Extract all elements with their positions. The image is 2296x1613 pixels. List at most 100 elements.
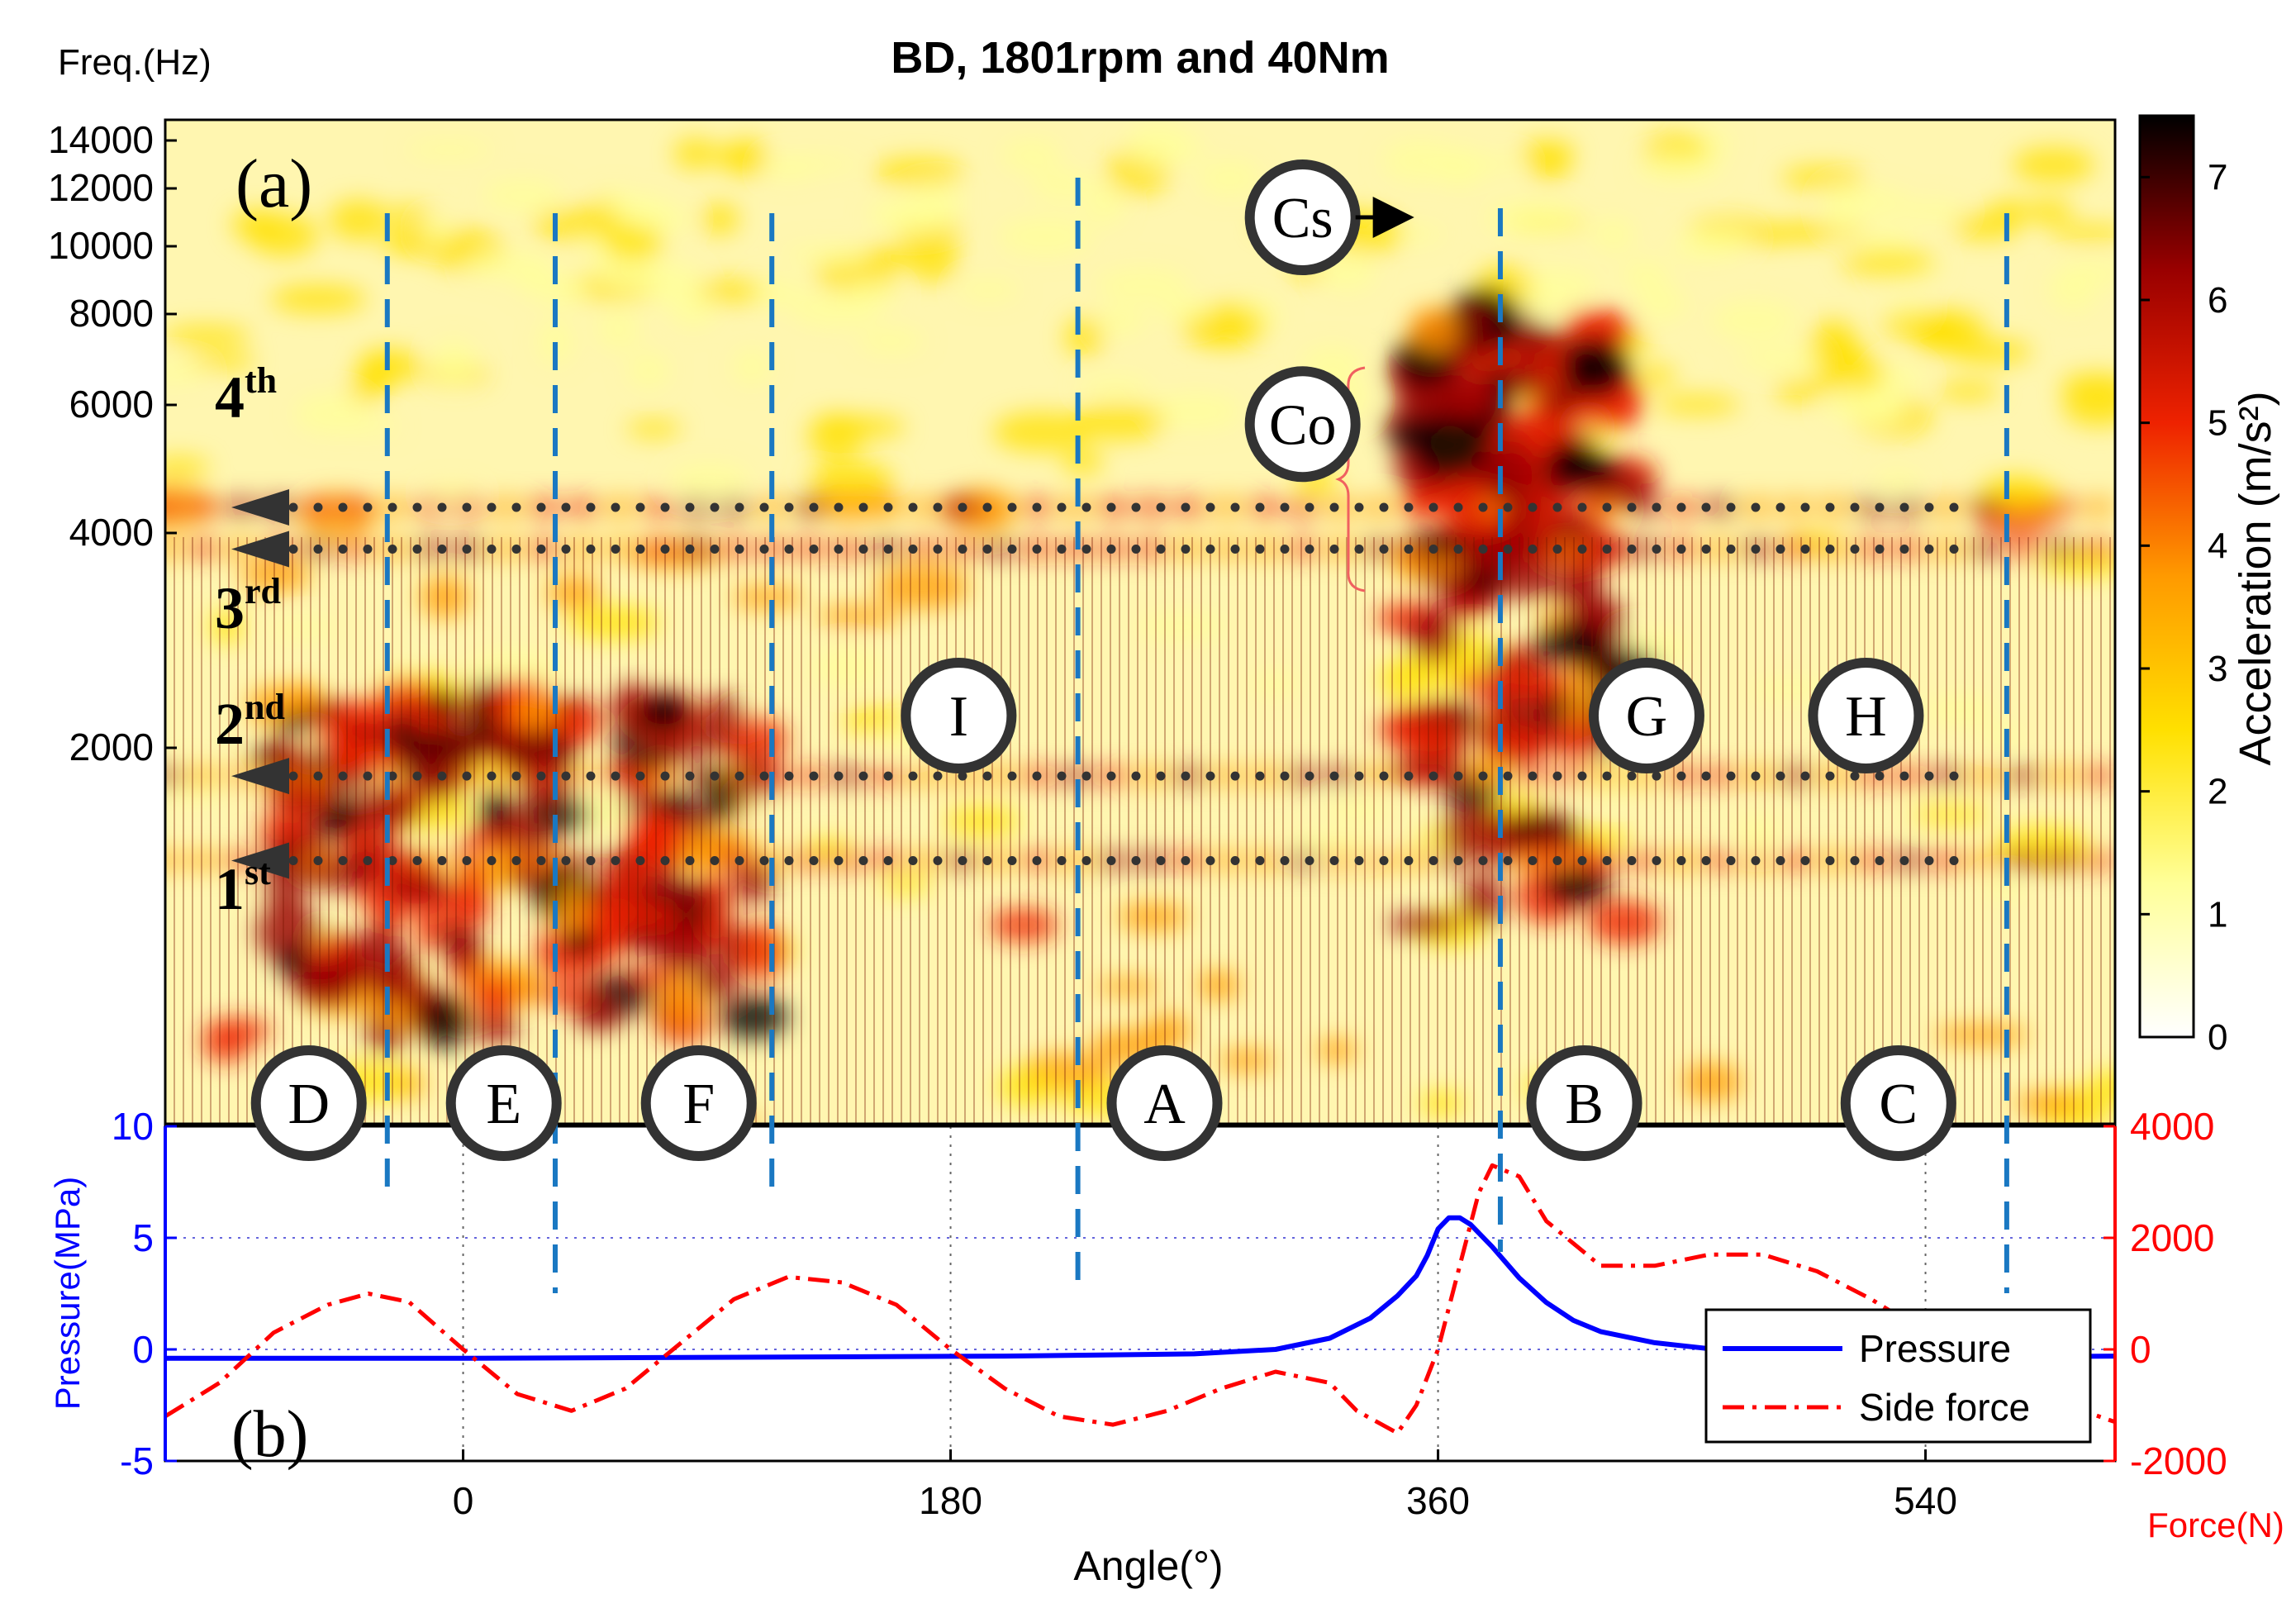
heat-patch <box>1637 365 1676 386</box>
heat-band <box>1549 537 1586 561</box>
heat-band <box>488 496 525 519</box>
heat-patch <box>858 328 925 354</box>
marker-h: H <box>1808 658 1924 773</box>
heat-band <box>2004 849 2042 873</box>
heat-patch-hot <box>562 929 597 956</box>
heat-band <box>1966 537 2004 561</box>
heat-band <box>1701 537 1738 561</box>
heat-patch <box>165 325 251 347</box>
marker-circle <box>1808 658 1924 773</box>
heat-band <box>2042 537 2080 561</box>
order-label: 2nd <box>215 687 285 757</box>
heat-band <box>1133 849 1170 873</box>
heat-patch <box>1484 200 1582 236</box>
heat-band <box>1890 496 1928 519</box>
x-tick-label: 540 <box>1894 1479 1957 1522</box>
x-axis-label: Angle(°) <box>1073 1543 1223 1589</box>
heat-patch-hot <box>406 708 459 735</box>
marker-circle <box>901 658 1017 773</box>
heat-patch-hot <box>1546 453 1623 486</box>
heat-band <box>488 537 525 561</box>
frequency-tick-label: 12000 <box>48 166 154 209</box>
heat-patch <box>1911 319 1961 354</box>
marker-label: Co <box>1269 393 1337 457</box>
heat-band <box>981 496 1018 519</box>
heat-patch <box>1419 1091 1464 1116</box>
colorbar-ticks: 0 1 2 3 4 5 6 7 <box>2140 157 2227 1058</box>
heat-patch <box>2012 147 2095 183</box>
heat-patch-hot <box>677 879 710 910</box>
heat-band <box>1284 849 1321 873</box>
heat-band <box>1853 496 1890 519</box>
heat-patch-hot <box>474 977 515 1019</box>
heat-band <box>1549 496 1586 519</box>
heat-band <box>2042 496 2080 519</box>
heat-band <box>1057 849 1094 873</box>
heat-patch <box>1810 319 1857 364</box>
heat-band <box>677 537 715 561</box>
marker-circle <box>1840 1045 1956 1161</box>
heat-patch <box>1197 160 1262 197</box>
left-y-tick-label: 10 <box>112 1105 154 1148</box>
marker-circle <box>1526 1045 1642 1161</box>
heat-patch <box>1520 294 1571 317</box>
heat-patch-hot <box>620 922 673 955</box>
heat-band <box>1360 537 1397 561</box>
frequency-tick-label: 4000 <box>69 511 154 554</box>
heat-band <box>2080 496 2115 519</box>
heat-patch-hot <box>458 863 489 921</box>
heat-band <box>1625 496 1662 519</box>
colorbar-label: Acceleration (m/s²) <box>2231 391 2280 765</box>
heat-patch <box>1836 391 1870 414</box>
heat-band <box>1777 764 1814 788</box>
heat-patch <box>421 218 455 244</box>
heat-band <box>677 849 715 873</box>
heat-patch-hot <box>304 956 359 979</box>
heat-patch-hot <box>384 873 453 903</box>
heat-patch-hot <box>1386 912 1461 936</box>
heat-patch-hot <box>1457 304 1495 338</box>
marker-label: B <box>1565 1073 1604 1136</box>
order-arrow-icon <box>231 842 289 879</box>
heat-patch <box>1621 260 1669 291</box>
heat-band <box>677 496 715 519</box>
heat-patch <box>1096 269 1190 302</box>
marker-circle <box>250 1045 367 1161</box>
heat-patch <box>1781 165 1866 190</box>
heat-band <box>1928 496 1966 519</box>
marker-label: Cs <box>1272 187 1333 250</box>
heat-patch-hot <box>1465 571 1501 592</box>
marker-g: G <box>1588 658 1704 773</box>
event-markers: Cs Co I G H D E F A B C <box>250 159 1956 1161</box>
heat-patch <box>1927 696 1994 726</box>
heat-band <box>601 764 639 788</box>
heat-band <box>563 496 601 519</box>
heat-band <box>1208 849 1245 873</box>
heat-patch <box>514 259 555 297</box>
heat-patch <box>601 261 701 293</box>
heat-band <box>2080 764 2115 788</box>
heat-patch <box>1165 139 1205 161</box>
heat-band <box>184 496 221 519</box>
order-label: 1st <box>215 852 271 922</box>
heat-patch <box>210 610 244 645</box>
heat-patch <box>270 621 338 638</box>
heat-band <box>1966 849 2004 873</box>
order-label: 3rd <box>215 571 281 641</box>
heat-band <box>2042 849 2080 873</box>
heat-patch <box>733 348 771 385</box>
heat-band <box>905 849 942 873</box>
heat-patch-hot <box>1442 806 1510 854</box>
heat-patch-hot <box>256 902 321 964</box>
heat-patch <box>538 319 573 364</box>
heat-patch <box>673 138 718 169</box>
heat-patch <box>844 283 901 304</box>
heat-patch <box>807 460 895 496</box>
heat-band <box>412 496 449 519</box>
heat-patch <box>1096 306 1147 336</box>
heat-patch <box>782 245 875 264</box>
left-y-tick-label: 5 <box>132 1216 154 1259</box>
heat-patch <box>872 157 964 187</box>
heat-band <box>1322 849 1359 873</box>
heat-patch <box>807 413 863 459</box>
